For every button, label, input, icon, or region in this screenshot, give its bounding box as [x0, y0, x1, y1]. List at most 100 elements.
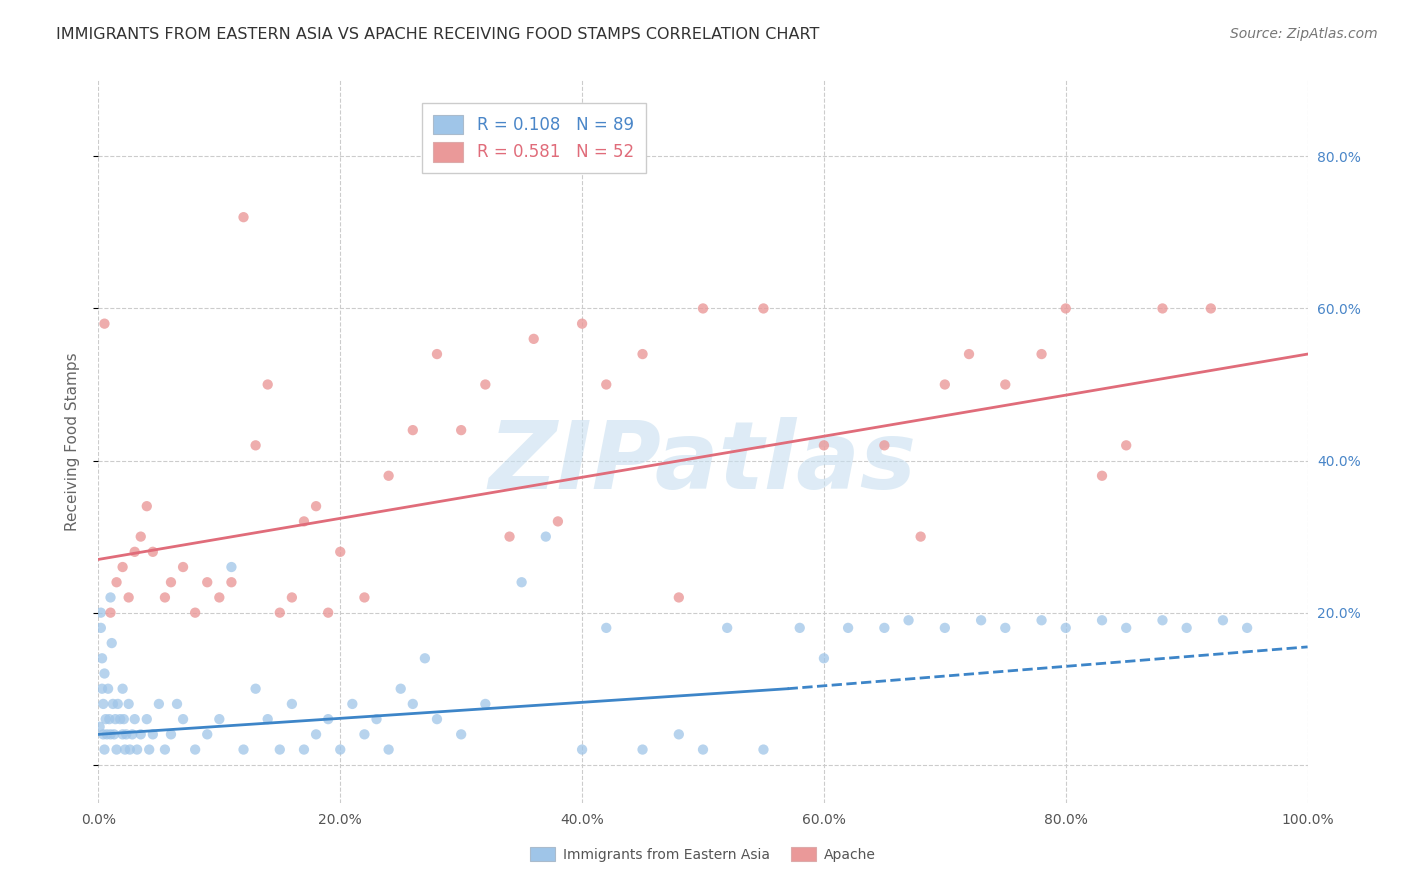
- Point: [91, 681, 114, 696]
- Point: [813, 651, 835, 665]
- Point: [1031, 347, 1053, 361]
- Point: [534, 530, 557, 544]
- Point: [269, 742, 291, 756]
- Point: [111, 560, 134, 574]
- Point: [172, 560, 194, 574]
- Point: [873, 438, 896, 452]
- Point: [1031, 613, 1053, 627]
- Point: [377, 468, 399, 483]
- Point: [994, 377, 1017, 392]
- Point: [184, 742, 207, 756]
- Point: [329, 742, 352, 756]
- Point: [135, 712, 157, 726]
- Point: [1054, 621, 1077, 635]
- Point: [129, 530, 152, 544]
- Point: [91, 651, 114, 665]
- Point: [184, 606, 207, 620]
- Point: [389, 681, 412, 696]
- Point: [160, 727, 183, 741]
- Point: [195, 575, 218, 590]
- Point: [105, 575, 128, 590]
- Point: [366, 712, 388, 726]
- Point: [90, 621, 112, 635]
- Point: [510, 575, 533, 590]
- Point: [1091, 613, 1114, 627]
- Point: [89, 720, 111, 734]
- Point: [910, 530, 932, 544]
- Point: [547, 515, 569, 529]
- Point: [93, 742, 115, 756]
- Text: ZIPatlas: ZIPatlas: [489, 417, 917, 509]
- Point: [813, 438, 835, 452]
- Point: [142, 727, 165, 741]
- Point: [970, 613, 993, 627]
- Point: [91, 727, 114, 741]
- Point: [571, 742, 593, 756]
- Point: [172, 712, 194, 726]
- Point: [1199, 301, 1222, 316]
- Point: [1091, 468, 1114, 483]
- Point: [221, 560, 243, 574]
- Point: [316, 712, 339, 726]
- Point: [256, 377, 278, 392]
- Point: [692, 742, 714, 756]
- Point: [115, 727, 138, 741]
- Point: [195, 727, 218, 741]
- Point: [498, 530, 520, 544]
- Point: [474, 377, 496, 392]
- Legend: Immigrants from Eastern Asia, Apache: Immigrants from Eastern Asia, Apache: [524, 841, 882, 867]
- Point: [571, 317, 593, 331]
- Point: [100, 606, 122, 620]
- Point: [292, 742, 315, 756]
- Point: [245, 438, 267, 452]
- Point: [107, 697, 129, 711]
- Y-axis label: Receiving Food Stamps: Receiving Food Stamps: [65, 352, 80, 531]
- Point: [752, 301, 775, 316]
- Point: [1152, 301, 1174, 316]
- Point: [98, 712, 121, 726]
- Point: [93, 317, 115, 331]
- Point: [121, 727, 143, 741]
- Point: [837, 621, 859, 635]
- Point: [118, 697, 141, 711]
- Point: [138, 742, 160, 756]
- Point: [353, 727, 375, 741]
- Point: [148, 697, 170, 711]
- Point: [127, 742, 149, 756]
- Point: [450, 423, 472, 437]
- Point: [752, 742, 775, 756]
- Point: [1175, 621, 1198, 635]
- Point: [934, 621, 956, 635]
- Point: [245, 681, 267, 696]
- Point: [111, 681, 134, 696]
- Point: [692, 301, 714, 316]
- Point: [135, 499, 157, 513]
- Point: [402, 697, 425, 711]
- Point: [118, 591, 141, 605]
- Point: [353, 591, 375, 605]
- Point: [97, 681, 120, 696]
- Point: [124, 712, 146, 726]
- Point: [108, 712, 131, 726]
- Point: [96, 727, 118, 741]
- Point: [129, 727, 152, 741]
- Point: [153, 591, 176, 605]
- Point: [426, 347, 449, 361]
- Point: [160, 575, 183, 590]
- Point: [413, 651, 436, 665]
- Point: [111, 727, 134, 741]
- Point: [100, 727, 122, 741]
- Point: [1212, 613, 1234, 627]
- Point: [716, 621, 738, 635]
- Point: [668, 591, 690, 605]
- Point: [281, 697, 304, 711]
- Point: [114, 742, 136, 756]
- Point: [1054, 301, 1077, 316]
- Point: [897, 613, 920, 627]
- Point: [208, 712, 231, 726]
- Point: [342, 697, 364, 711]
- Point: [329, 545, 352, 559]
- Point: [631, 742, 654, 756]
- Point: [91, 697, 114, 711]
- Point: [994, 621, 1017, 635]
